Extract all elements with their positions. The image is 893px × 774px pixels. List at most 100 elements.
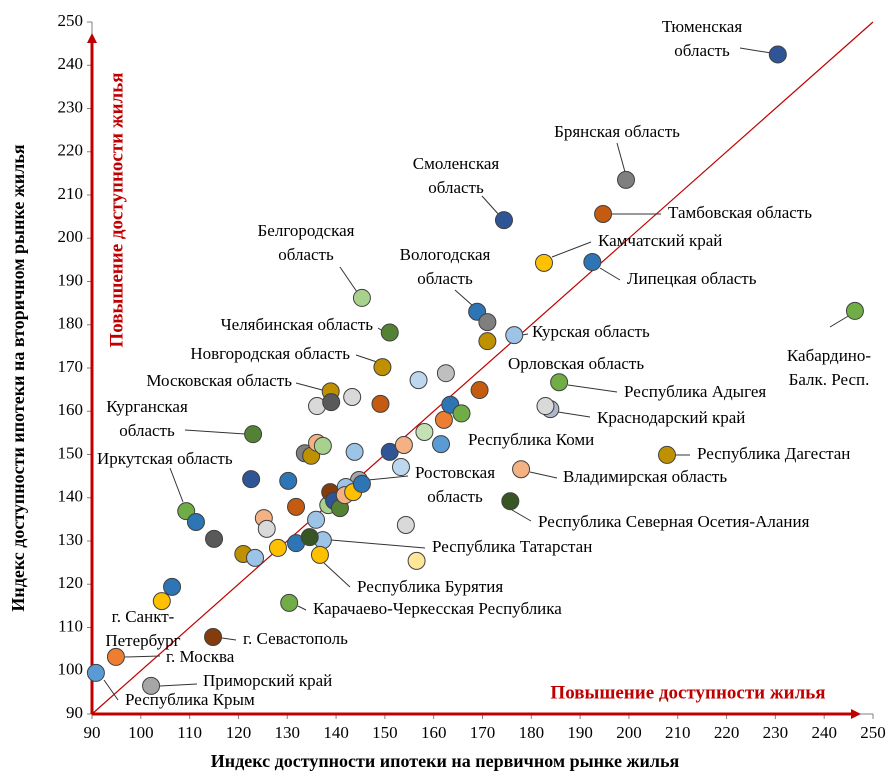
point-label: Краснодарский край [597, 408, 745, 427]
x-tick-label: 90 [84, 723, 101, 742]
y-tick-label: 190 [58, 270, 84, 289]
point [452, 404, 471, 423]
point-label: Республика Крым [125, 690, 255, 709]
point [768, 45, 787, 64]
x-annotation: Повышение доступности жилья [550, 682, 825, 703]
point-label: область [427, 487, 483, 506]
point [409, 371, 428, 390]
leader-line [616, 142, 626, 173]
y-tick-label: 240 [58, 54, 84, 73]
x-tick-label: 200 [616, 723, 642, 742]
point [86, 663, 105, 682]
x-tick-label: 230 [763, 723, 789, 742]
point-label: область [119, 421, 175, 440]
leader-line [529, 471, 558, 479]
x-axis-title: Индекс доступности ипотеки на первичном … [211, 751, 680, 771]
point-label: Карачаево-Черкесская Республика [313, 599, 562, 618]
point [535, 253, 554, 272]
point [494, 211, 513, 230]
point-label: г. Севастополь [243, 629, 348, 648]
diagonal-line [91, 21, 874, 715]
point [300, 528, 319, 547]
leader-line [103, 679, 119, 701]
x-tick-label: 160 [421, 723, 447, 742]
point [186, 512, 205, 531]
y-tick-label: 210 [58, 184, 84, 203]
point [505, 326, 524, 345]
point [501, 492, 520, 511]
point [310, 545, 329, 564]
leader-line [221, 637, 237, 641]
x-tick-label: 240 [811, 723, 837, 742]
point [106, 647, 125, 666]
point-label: Новгородская область [190, 344, 350, 363]
point-label: Челябинская область [221, 315, 374, 334]
y-tick-label: 250 [58, 11, 84, 30]
leader-line [330, 539, 426, 549]
point [396, 515, 415, 534]
leader-line [367, 475, 409, 481]
y-tick-label: 230 [58, 97, 84, 116]
point-label: Московская область [146, 371, 292, 390]
x-tick-label: 100 [128, 723, 154, 742]
point-label: Белгородская [258, 221, 355, 240]
x-tick-label: 150 [372, 723, 398, 742]
point-label: Тамбовская область [668, 203, 812, 222]
point [205, 529, 224, 548]
point-label: г. Москва [166, 647, 235, 666]
point-label: Петербург [105, 631, 180, 650]
point [845, 301, 864, 320]
y-annotation: Повышение доступности жилья [106, 72, 127, 347]
leader-line [124, 655, 161, 658]
point-label: Балк. Респ. [789, 370, 870, 389]
point [470, 381, 489, 400]
point [152, 592, 171, 611]
point-label: область [674, 41, 730, 60]
y-tick-label: 160 [58, 400, 84, 419]
leader-line [599, 267, 621, 281]
point [279, 471, 298, 490]
leader-line [567, 384, 618, 393]
point [244, 425, 263, 444]
point [345, 442, 364, 461]
leader-line [297, 605, 307, 611]
x-tick-label: 120 [226, 723, 252, 742]
point [415, 423, 434, 442]
x-tick-label: 220 [714, 723, 740, 742]
point [352, 474, 371, 493]
leader-line [511, 509, 532, 522]
y-axis-title: Индекс доступности ипотеки на вторичном … [8, 144, 28, 612]
leader-line [295, 382, 327, 392]
y-tick-label: 150 [58, 443, 84, 462]
point-label: область [428, 178, 484, 197]
point [436, 364, 455, 383]
point [478, 313, 497, 332]
point-label: Владимирская область [563, 467, 727, 486]
x-tick-label: 110 [177, 723, 202, 742]
point-label: Иркутская область [97, 449, 233, 468]
leader-line [323, 562, 351, 588]
leader-line [169, 467, 184, 503]
y-tick-label: 140 [58, 487, 84, 506]
point [371, 394, 390, 413]
point [313, 436, 332, 455]
y-tick-label: 200 [58, 227, 84, 246]
point-label: Брянская область [554, 122, 680, 141]
point [246, 548, 265, 567]
point-label: Вологодская [400, 245, 491, 264]
x-tick-label: 170 [470, 723, 496, 742]
x-tick-label: 140 [323, 723, 349, 742]
point [287, 497, 306, 516]
point-label: Кабардино- [787, 346, 871, 365]
y-tick-label: 90 [66, 703, 83, 722]
point [242, 470, 261, 489]
leader-line [739, 47, 772, 54]
y-tick-label: 220 [58, 141, 84, 160]
leader-line [481, 195, 501, 217]
point [536, 397, 555, 416]
point-label: Республика Северная Осетия-Алания [538, 512, 810, 531]
point [512, 460, 531, 479]
x-tick-label: 190 [567, 723, 593, 742]
point [391, 458, 410, 477]
point [257, 519, 276, 538]
